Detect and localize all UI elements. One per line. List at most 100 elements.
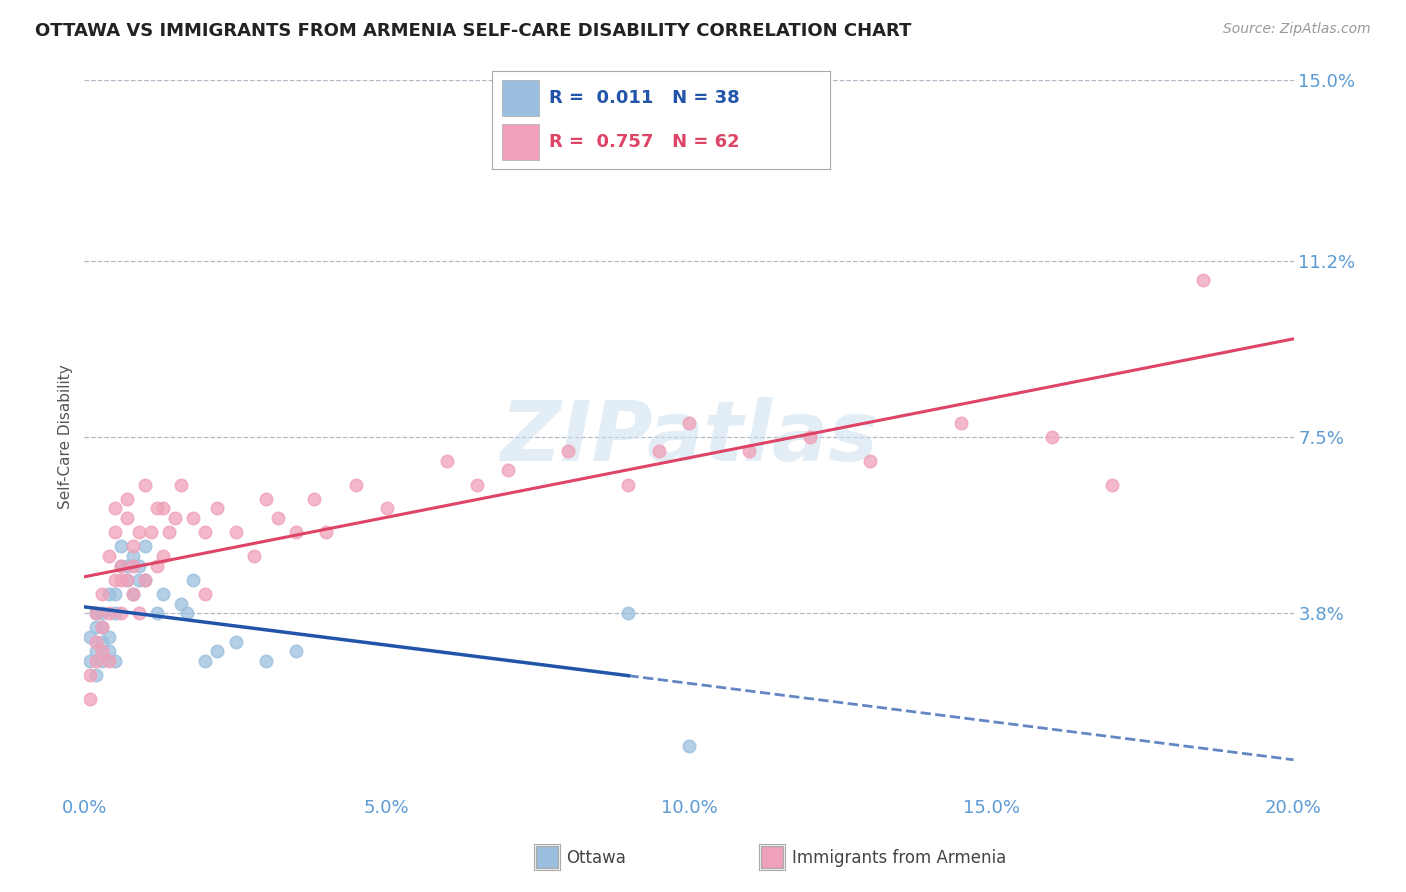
Point	[146, 606, 169, 620]
Text: Immigrants from Armenia: Immigrants from Armenia	[792, 849, 1005, 867]
Point	[104, 501, 127, 516]
Point	[91, 587, 114, 601]
Text: Ottawa: Ottawa	[567, 849, 627, 867]
Point	[86, 620, 108, 634]
Point	[86, 644, 108, 658]
Point	[79, 630, 101, 644]
Point	[194, 654, 217, 668]
Point	[496, 463, 519, 477]
Point	[97, 630, 120, 644]
FancyBboxPatch shape	[536, 846, 558, 869]
Point	[128, 606, 150, 620]
Point	[110, 558, 132, 573]
Point	[134, 573, 156, 587]
Point	[86, 668, 108, 682]
Point	[115, 573, 138, 587]
Y-axis label: Self-Care Disability: Self-Care Disability	[58, 365, 73, 509]
Point	[157, 525, 180, 540]
Point	[121, 540, 143, 554]
Text: R =  0.757   N = 62: R = 0.757 N = 62	[550, 133, 740, 151]
Point	[110, 540, 132, 554]
Point	[254, 491, 277, 506]
Point	[302, 491, 325, 506]
Point	[91, 606, 114, 620]
Point	[242, 549, 264, 563]
Point	[557, 444, 579, 458]
Point	[436, 454, 458, 468]
Point	[647, 444, 671, 458]
Point	[104, 606, 127, 620]
Point	[678, 739, 700, 754]
Point	[163, 511, 186, 525]
Point	[91, 620, 114, 634]
Point	[104, 525, 127, 540]
FancyBboxPatch shape	[502, 124, 540, 160]
Point	[375, 501, 398, 516]
Point	[91, 620, 114, 634]
Point	[86, 606, 108, 620]
Point	[121, 549, 143, 563]
Point	[1191, 273, 1213, 287]
Point	[181, 511, 204, 525]
Point	[225, 634, 247, 648]
Point	[79, 654, 101, 668]
Text: Source: ZipAtlas.com: Source: ZipAtlas.com	[1223, 22, 1371, 37]
Point	[254, 654, 277, 668]
Point	[738, 444, 761, 458]
Point	[139, 525, 162, 540]
Point	[207, 501, 229, 516]
Point	[79, 691, 101, 706]
Point	[104, 587, 127, 601]
Point	[1040, 430, 1063, 444]
Point	[194, 525, 217, 540]
Point	[86, 634, 108, 648]
Point	[225, 525, 247, 540]
Point	[128, 525, 150, 540]
Point	[284, 644, 308, 658]
Point	[267, 511, 290, 525]
Point	[194, 587, 217, 601]
Point	[799, 430, 821, 444]
Point	[146, 558, 169, 573]
Point	[284, 525, 308, 540]
Point	[134, 477, 156, 491]
Point	[152, 587, 174, 601]
Point	[467, 477, 489, 491]
Point	[346, 477, 368, 491]
Point	[97, 606, 120, 620]
Point	[859, 454, 882, 468]
Point	[86, 654, 108, 668]
Text: OTTAWA VS IMMIGRANTS FROM ARMENIA SELF-CARE DISABILITY CORRELATION CHART: OTTAWA VS IMMIGRANTS FROM ARMENIA SELF-C…	[35, 22, 911, 40]
Point	[170, 597, 193, 611]
Point	[86, 606, 108, 620]
Point	[91, 644, 114, 658]
Point	[121, 558, 143, 573]
Point	[678, 416, 700, 430]
Point	[115, 558, 138, 573]
Point	[146, 501, 169, 516]
Point	[128, 558, 150, 573]
Point	[91, 654, 114, 668]
Point	[128, 573, 150, 587]
Point	[121, 587, 143, 601]
Text: R =  0.011   N = 38: R = 0.011 N = 38	[550, 89, 740, 107]
Point	[315, 525, 337, 540]
Point	[104, 573, 127, 587]
Point	[617, 477, 640, 491]
Point	[97, 587, 120, 601]
Point	[79, 668, 101, 682]
Point	[181, 573, 204, 587]
Point	[950, 416, 973, 430]
Point	[110, 573, 132, 587]
Point	[115, 491, 138, 506]
Point	[152, 501, 174, 516]
Point	[134, 540, 156, 554]
Point	[97, 654, 120, 668]
FancyBboxPatch shape	[502, 80, 540, 116]
Point	[104, 654, 127, 668]
Point	[115, 511, 138, 525]
Point	[176, 606, 198, 620]
Point	[97, 549, 120, 563]
Point	[170, 477, 193, 491]
Point	[617, 606, 640, 620]
